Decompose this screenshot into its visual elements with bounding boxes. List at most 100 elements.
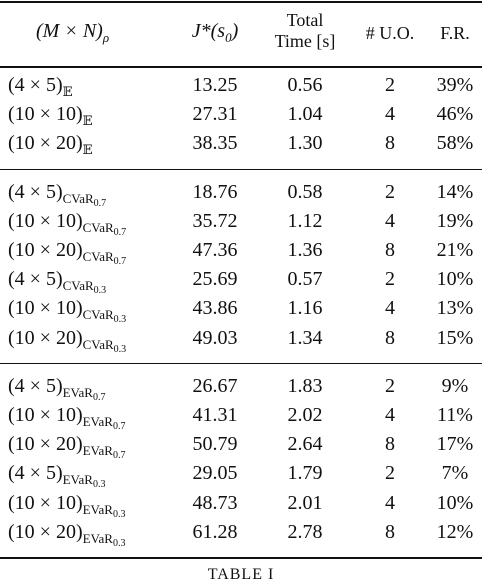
label-base: (10 × 10): [8, 297, 83, 320]
table-cell: 14%: [436, 180, 474, 203]
table-cell: 1.34: [287, 326, 323, 349]
label-base: (10 × 10): [8, 404, 83, 426]
table-cell: 13.25: [192, 74, 238, 96]
table-cell: 2.64: [287, 433, 323, 456]
label-base: (10 × 10): [8, 491, 83, 514]
row-label: (10 × 20)EVaR0.7: [8, 432, 126, 462]
table-rule: [0, 1, 482, 3]
table-cell: 46%: [436, 103, 474, 126]
label-base: (10 × 20): [8, 326, 83, 349]
label-sub: 𝔼: [63, 84, 73, 99]
table-cell: 8: [385, 433, 395, 456]
table-cell: 13%: [436, 297, 474, 320]
table-cell: 0.58: [287, 180, 323, 203]
label-base: (10 × 10): [8, 103, 83, 126]
row-label: (10 × 20)CVaR0.3: [8, 326, 127, 355]
table-cell: 2: [385, 180, 395, 203]
table-cell: 1.36: [287, 239, 323, 261]
table-cell: 8: [385, 520, 395, 543]
table-rule: [0, 168, 482, 171]
label-sub-text: CVaR: [62, 278, 94, 294]
table-cell: 4: [385, 209, 395, 232]
label-sub-text: EVaR: [62, 472, 93, 488]
header-math: J*(s: [191, 20, 226, 42]
label-base: (4 × 5): [8, 74, 63, 96]
label-base: (4 × 5): [8, 268, 63, 291]
table-cell: 1.04: [287, 103, 323, 126]
table-cell: 41.31: [192, 404, 238, 426]
table-cell: 21%: [436, 239, 474, 261]
label-subsub: 0.7: [113, 226, 127, 238]
table-cell: 39%: [436, 74, 474, 96]
header-text: # U.O.: [365, 23, 415, 43]
table-cell: 17%: [436, 433, 474, 456]
row-label: (10 × 10)CVaR0.7: [8, 209, 126, 238]
label-sub: EVaR0.3: [62, 472, 106, 491]
table-cell: 50.79: [192, 433, 238, 456]
row-label: (10 × 10)CVaR0.3: [8, 296, 127, 325]
row-label: (4 × 5)𝔼: [8, 73, 73, 99]
row-label: (4 × 5)CVaR0.3: [8, 267, 106, 296]
row-label: (10 × 20)EVaR0.3: [8, 520, 126, 549]
table-cell: 58%: [436, 132, 474, 155]
label-subsub: 0.7: [113, 256, 127, 267]
label-sub: 𝔼: [83, 142, 93, 157]
label-sub: CVaR0.3: [83, 307, 127, 325]
table-cell: 27.31: [192, 103, 238, 126]
table-cell: 26.67: [192, 374, 238, 397]
table-cell: 29.05: [192, 462, 238, 485]
table-cell: 1.12: [287, 209, 323, 232]
table-cell: 8: [385, 326, 395, 349]
table-cell: 10%: [436, 268, 474, 291]
label-sub-text: EVaR: [62, 384, 93, 400]
label-sub-text: CVaR: [62, 190, 94, 206]
table-cell: 4: [385, 491, 395, 514]
header-math: (M × N): [36, 20, 103, 42]
row-label: (10 × 10)EVaR0.3: [8, 491, 126, 520]
table-cell: 2.78: [287, 520, 323, 543]
table-cell: 25.69: [192, 268, 238, 291]
table-cell: 7%: [441, 462, 469, 485]
label-sub: EVaR0.3: [82, 530, 126, 549]
table-cell: 8: [385, 132, 395, 155]
label-sub-text: CVaR: [82, 336, 114, 352]
label-subsub: 0.7: [92, 391, 106, 403]
table-cell: 35.72: [192, 209, 238, 232]
label-subsub: 0.3: [93, 285, 107, 297]
label-base: (10 × 20): [8, 433, 83, 456]
label-sub: EVaR0.3: [83, 502, 126, 520]
label-sub: CVaR0.7: [62, 190, 107, 209]
table-cell: 47.36: [192, 239, 238, 261]
label-base: (10 × 20): [8, 239, 83, 261]
table-cell: 2: [385, 268, 395, 291]
label-subsub: 0.7: [112, 421, 126, 432]
table-cell: 1.83: [287, 374, 323, 397]
table-cell: 9%: [441, 374, 469, 397]
header-sub: 0: [225, 30, 232, 45]
label-subsub: 0.3: [113, 343, 127, 355]
header-cell: (M × N)ρ: [36, 20, 109, 45]
row-label: (4 × 5)EVaR0.7: [8, 374, 105, 403]
row-label: (10 × 10)EVaR0.7: [8, 403, 125, 432]
table-cell: 4: [385, 404, 395, 426]
table-cell: 2: [385, 462, 395, 485]
table-cell: 0.57: [287, 268, 323, 291]
label-sub: CVaR0.3: [82, 336, 127, 355]
table-cell: 11%: [437, 404, 473, 426]
label-sub: 𝔼: [83, 113, 93, 128]
label-base: (10 × 10): [8, 209, 83, 232]
label-sub-text: 𝔼: [82, 113, 93, 129]
label-sub-text: EVaR: [82, 530, 113, 546]
table-cell: 1.16: [287, 297, 323, 320]
table-cell: 2.01: [287, 491, 323, 514]
label-subsub: 0.3: [112, 537, 126, 549]
label-sub: EVaR0.7: [83, 443, 126, 462]
label-sub: CVaR0.7: [83, 249, 127, 267]
header-cell: Total Time [s]: [275, 10, 336, 52]
table-caption: TABLE I: [207, 566, 275, 580]
label-subsub: 0.3: [92, 479, 106, 491]
table-cell: 49.03: [192, 326, 238, 349]
label-subsub: 0.7: [112, 450, 126, 462]
table-rule: [0, 362, 482, 365]
